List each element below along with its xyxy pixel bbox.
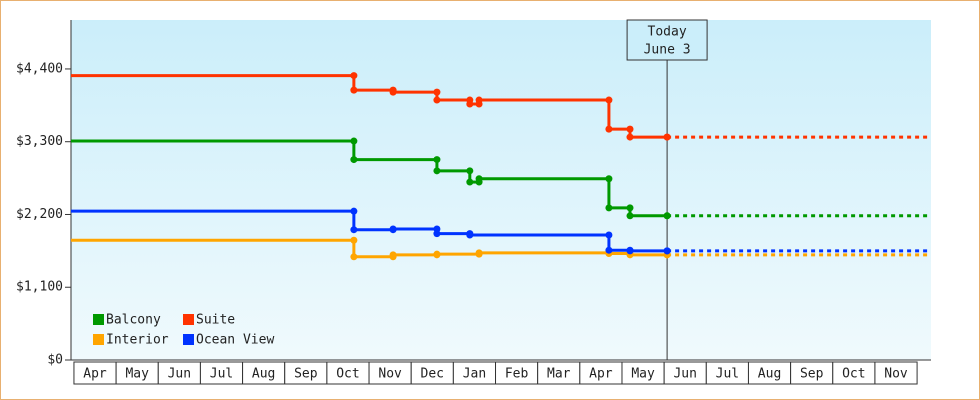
x-tick-label: Jun [168, 367, 191, 382]
legend-swatch [183, 334, 194, 345]
point [626, 247, 634, 255]
x-tick-label: Nov [884, 367, 908, 382]
legend-label: Ocean View [196, 333, 274, 348]
point [389, 88, 397, 96]
point [350, 156, 358, 164]
point [605, 231, 613, 239]
y-tick-label: $1,100 [16, 280, 63, 295]
x-tick-label: Aug [758, 367, 781, 382]
point [663, 247, 671, 255]
x-tick-label: Mar [547, 367, 571, 382]
point [466, 231, 474, 239]
point [433, 167, 441, 175]
point [350, 86, 358, 94]
x-tick-label: Jul [210, 367, 233, 382]
point [433, 88, 441, 96]
point [350, 236, 358, 244]
x-tick-label: Apr [83, 367, 107, 382]
today-title: Today [648, 25, 687, 40]
point [475, 96, 483, 104]
x-tick-label: Jan [463, 367, 486, 382]
x-tick-label: Feb [505, 367, 529, 382]
point [466, 178, 474, 186]
point [433, 96, 441, 104]
point [350, 207, 358, 215]
legend-swatch [93, 314, 104, 325]
point [626, 133, 634, 141]
y-tick-label: $4,400 [16, 61, 63, 76]
x-tick-label: Nov [378, 367, 402, 382]
x-tick-label: Aug [252, 367, 275, 382]
point [350, 226, 358, 234]
plot-area [71, 20, 931, 360]
point [605, 204, 613, 212]
x-tick-label: Jun [673, 367, 696, 382]
point [663, 133, 671, 141]
x-tick-box [874, 361, 918, 385]
legend-swatch [183, 314, 194, 325]
point [475, 249, 483, 257]
x-tick-label: May [125, 367, 149, 382]
legend-swatch [93, 334, 104, 345]
point [475, 175, 483, 183]
point [663, 212, 671, 220]
legend-label: Suite [196, 313, 235, 328]
point [605, 125, 613, 133]
point [433, 156, 441, 164]
point [389, 225, 397, 233]
point [626, 125, 634, 133]
point [389, 251, 397, 259]
point [350, 253, 358, 261]
today-date: June 3 [644, 43, 691, 58]
today-box [626, 19, 708, 61]
x-tick-label: Dec [421, 367, 444, 382]
x-tick-label: Oct [842, 367, 865, 382]
point [605, 246, 613, 254]
legend-label: Interior [106, 333, 169, 348]
point [605, 175, 613, 183]
y-tick-label: $0 [47, 353, 63, 368]
point [433, 250, 441, 258]
point [466, 167, 474, 175]
point [350, 137, 358, 145]
point [626, 212, 634, 220]
x-tick-label: Sep [294, 367, 318, 382]
y-tick-label: $2,200 [16, 207, 63, 222]
x-tick-label: May [631, 367, 655, 382]
point [433, 230, 441, 238]
point [605, 96, 613, 104]
x-tick-label: Jul [716, 367, 739, 382]
y-tick-label: $3,300 [16, 134, 63, 149]
x-tick-label: Oct [336, 367, 359, 382]
point [626, 204, 634, 212]
point [350, 72, 358, 80]
legend-label: Balcony [106, 313, 161, 328]
x-tick-label: Sep [800, 367, 824, 382]
point [466, 100, 474, 108]
x-tick-label: Apr [589, 367, 613, 382]
